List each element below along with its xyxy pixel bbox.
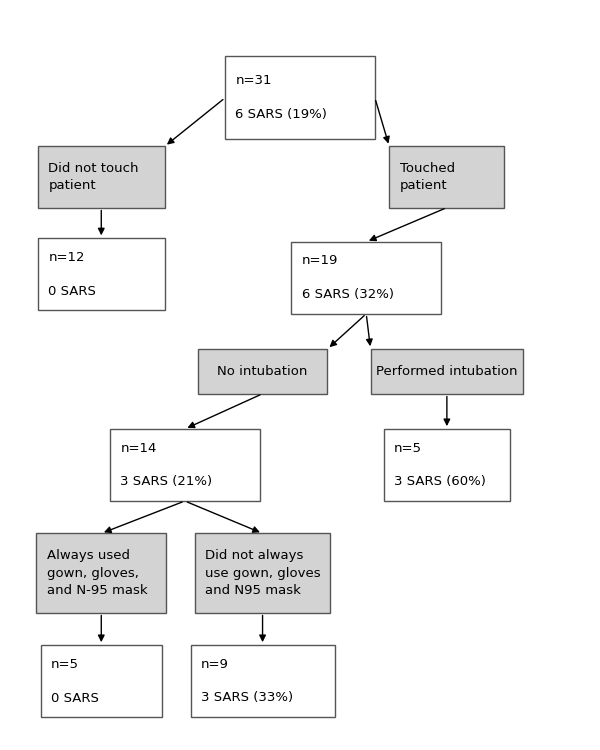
Text: n=19

6 SARS (32%): n=19 6 SARS (32%)	[302, 254, 394, 302]
Text: Did not touch
patient: Did not touch patient	[48, 162, 139, 192]
Text: n=5

3 SARS (60%): n=5 3 SARS (60%)	[394, 442, 486, 488]
FancyBboxPatch shape	[38, 146, 164, 208]
Text: n=31

6 SARS (19%): n=31 6 SARS (19%)	[235, 74, 328, 122]
FancyBboxPatch shape	[37, 533, 166, 613]
Text: Performed intubation: Performed intubation	[376, 365, 518, 378]
Text: Did not always
use gown, gloves
and N95 mask: Did not always use gown, gloves and N95 …	[205, 550, 321, 596]
FancyBboxPatch shape	[389, 146, 505, 208]
Text: n=9

3 SARS (33%): n=9 3 SARS (33%)	[201, 658, 293, 704]
Text: Touched
patient: Touched patient	[400, 162, 455, 192]
FancyBboxPatch shape	[383, 429, 510, 501]
FancyBboxPatch shape	[41, 645, 162, 717]
Text: n=12

0 SARS: n=12 0 SARS	[48, 251, 96, 298]
FancyBboxPatch shape	[225, 56, 375, 140]
Text: n=14

3 SARS (21%): n=14 3 SARS (21%)	[120, 442, 212, 488]
FancyBboxPatch shape	[38, 238, 164, 310]
FancyBboxPatch shape	[198, 349, 328, 394]
Text: No intubation: No intubation	[217, 365, 308, 378]
Text: Always used
gown, gloves,
and N-95 mask: Always used gown, gloves, and N-95 mask	[47, 550, 148, 596]
Text: n=5

0 SARS: n=5 0 SARS	[51, 658, 99, 704]
FancyBboxPatch shape	[371, 349, 523, 394]
FancyBboxPatch shape	[195, 533, 330, 613]
FancyBboxPatch shape	[110, 429, 260, 501]
FancyBboxPatch shape	[191, 645, 335, 717]
FancyBboxPatch shape	[292, 242, 441, 314]
